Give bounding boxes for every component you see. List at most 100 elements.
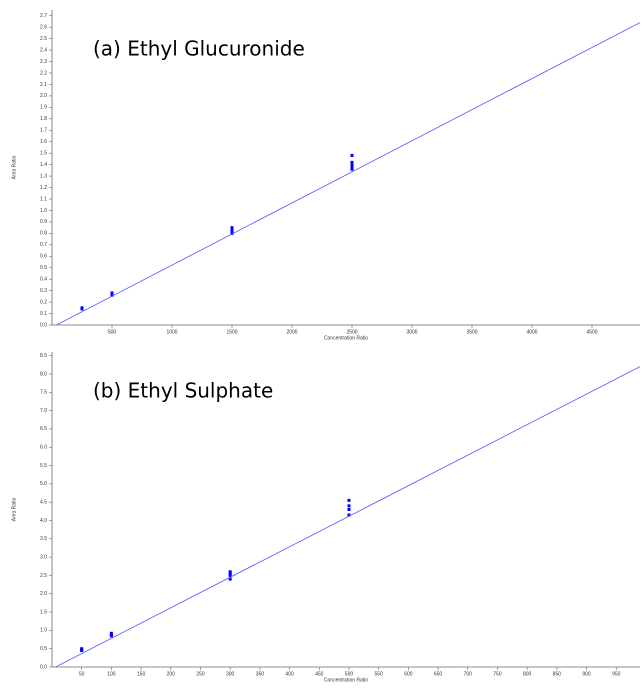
y-tick-label: 1.5 — [40, 609, 47, 615]
y-tick-label: 3.0 — [40, 554, 47, 560]
y-tick-label: 3.5 — [40, 536, 47, 542]
x-tick-label: 100 — [107, 671, 116, 677]
x-tick-label: 200 — [167, 671, 176, 677]
x-tick-label: 250 — [196, 671, 205, 677]
y-tick-label: 7.5 — [40, 390, 47, 396]
y-tick-label: 2.2 — [40, 70, 47, 76]
chart-title: (a) Ethyl Glucuronide — [93, 37, 305, 61]
y-tick-label: 0.7 — [40, 242, 47, 248]
y-tick-label: 1.5 — [40, 151, 47, 157]
point — [110, 291, 114, 295]
y-tick-label: 1.8 — [40, 116, 47, 122]
y-tick-label: 1.6 — [40, 139, 47, 145]
y-tick-label: 5.0 — [40, 481, 47, 487]
point — [228, 577, 232, 581]
x-tick-label: 2500 — [346, 329, 357, 335]
y-tick-label: 2.5 — [40, 573, 47, 579]
point — [230, 231, 234, 235]
point — [80, 306, 84, 310]
point — [350, 167, 354, 171]
point — [347, 498, 351, 502]
y-tick-label: 0.3 — [40, 288, 47, 294]
point — [350, 165, 354, 169]
y-tick-label: 4.0 — [40, 518, 47, 524]
x-tick-label: 550 — [374, 671, 383, 677]
x-tick-label: 500 — [108, 329, 117, 335]
y-tick-label: 6.0 — [40, 445, 47, 451]
point — [230, 226, 234, 230]
y-tick-label: 2.0 — [40, 591, 47, 597]
x-tick-label: 350 — [256, 671, 265, 677]
y-tick-label: 0.1 — [40, 311, 47, 317]
x-axis-label: Concentration Ratio — [324, 677, 368, 683]
y-tick-label: 0.5 — [40, 646, 47, 652]
y-tick-label: 1.0 — [40, 628, 47, 634]
x-tick-label: 950 — [612, 671, 621, 677]
x-tick-label: 800 — [523, 671, 532, 677]
x-tick-label: 300 — [226, 671, 235, 677]
y-tick-label: 6.5 — [40, 426, 47, 432]
y-tick-label: 0.6 — [40, 254, 47, 260]
fit-line — [54, 366, 640, 667]
x-tick-label: 900 — [582, 671, 591, 677]
x-tick-label: 850 — [553, 671, 562, 677]
y-tick-label: 2.6 — [40, 25, 47, 31]
y-tick-label: 0.0 — [40, 322, 47, 328]
x-tick-label: 150 — [137, 671, 146, 677]
y-tick-label: 8.0 — [40, 371, 47, 377]
point — [347, 513, 351, 517]
y-tick-label: 7.0 — [40, 408, 47, 414]
point — [109, 631, 113, 635]
point — [228, 572, 232, 576]
x-tick-label: 500 — [345, 671, 354, 677]
y-tick-label: 1.2 — [40, 185, 47, 191]
x-tick-label: 4000 — [526, 329, 537, 335]
point — [347, 504, 351, 508]
y-tick-label: 2.1 — [40, 82, 47, 88]
y-tick-label: 1.0 — [40, 208, 47, 214]
y-axis-label: Area Ratio — [11, 497, 17, 521]
y-tick-label: 2.0 — [40, 93, 47, 99]
x-tick-label: 3000 — [406, 329, 417, 335]
y-tick-label: 2.4 — [40, 47, 47, 53]
y-tick-label: 2.3 — [40, 59, 47, 65]
point — [347, 508, 351, 511]
point — [228, 570, 232, 574]
x-tick-label: 4500 — [586, 329, 597, 335]
y-tick-label: 4.5 — [40, 500, 47, 506]
x-tick-label: 450 — [315, 671, 324, 677]
y-tick-label: 1.7 — [40, 128, 47, 134]
point — [230, 228, 234, 232]
x-tick-label: 1500 — [226, 329, 237, 335]
y-tick-label: 2.7 — [40, 13, 47, 19]
x-axis-label: Concentration Ratio — [324, 335, 368, 341]
y-tick-label: 1.4 — [40, 162, 47, 168]
fit-line — [55, 22, 640, 325]
x-tick-label: 600 — [404, 671, 413, 677]
chart-title: (b) Ethyl Sulphate — [93, 379, 273, 403]
x-tick-label: 700 — [464, 671, 473, 677]
y-tick-label: 0.2 — [40, 299, 47, 305]
point — [350, 160, 354, 164]
y-tick-label: 0.9 — [40, 219, 47, 225]
y-tick-label: 1.1 — [40, 196, 47, 202]
y-tick-label: 0.0 — [40, 664, 47, 670]
point — [80, 647, 84, 651]
y-tick-label: 2.5 — [40, 36, 47, 42]
y-tick-label: 0.5 — [40, 265, 47, 271]
y-tick-label: 8.5 — [40, 353, 47, 359]
x-tick-label: 50 — [79, 671, 85, 677]
x-tick-label: 3500 — [466, 329, 477, 335]
y-tick-label: 0.8 — [40, 231, 47, 237]
x-tick-label: 650 — [434, 671, 443, 677]
y-tick-label: 0.4 — [40, 277, 47, 283]
point — [350, 163, 354, 167]
point — [228, 573, 232, 577]
y-tick-label: 5.5 — [40, 463, 47, 469]
x-tick-label: 1000 — [166, 329, 177, 335]
x-tick-label: 750 — [493, 671, 502, 677]
y-tick-label: 1.9 — [40, 105, 47, 111]
x-tick-label: 400 — [285, 671, 294, 677]
